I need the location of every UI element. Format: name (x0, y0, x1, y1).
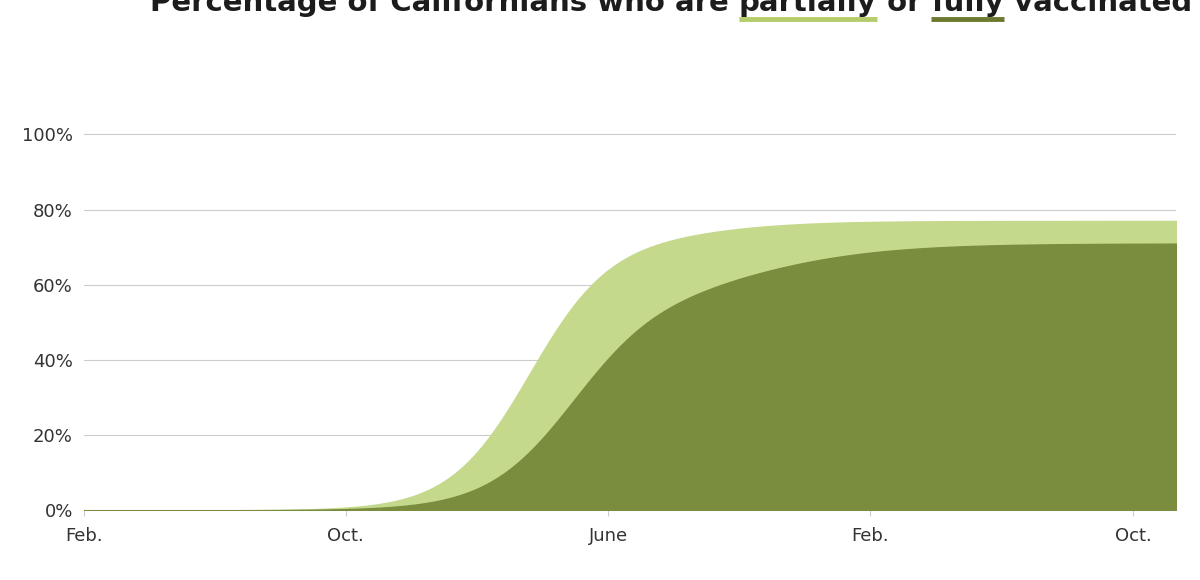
Text: or: or (877, 0, 931, 17)
Text: fully: fully (931, 0, 1004, 17)
Text: vaccinated: vaccinated (1004, 0, 1192, 17)
Text: Percentage of Californians who are: Percentage of Californians who are (150, 0, 739, 17)
Text: partially: partially (739, 0, 877, 17)
